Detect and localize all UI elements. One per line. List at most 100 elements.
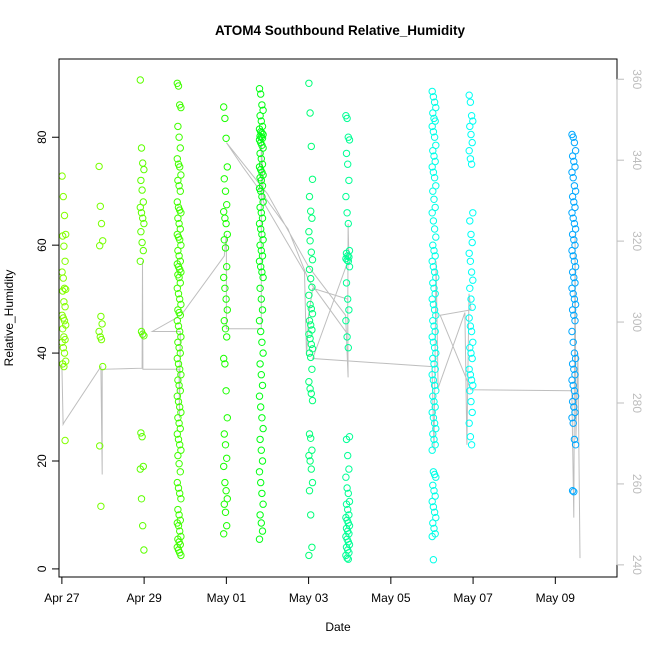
- data-point: [176, 236, 184, 244]
- data-point: [467, 230, 475, 239]
- data-point: [429, 279, 437, 287]
- data-point: [307, 248, 315, 256]
- data-point: [307, 353, 315, 362]
- data-point: [223, 333, 231, 341]
- data-point: [138, 186, 146, 194]
- data-point: [568, 397, 577, 406]
- data-point: [306, 385, 314, 393]
- data-point: [307, 321, 315, 329]
- data-point: [257, 246, 265, 255]
- y-tick-label: 80: [35, 130, 49, 144]
- data-point: [306, 300, 314, 309]
- data-point: [257, 478, 265, 487]
- data-point: [467, 112, 476, 120]
- data-point: [308, 365, 316, 373]
- data-point: [176, 225, 185, 233]
- data-point: [223, 263, 231, 271]
- data-point: [258, 527, 267, 535]
- chart-title: ATOM4 Southbound Relative_Humidity: [215, 23, 466, 38]
- data-point: [469, 209, 477, 217]
- data-point: [176, 365, 184, 373]
- data-point: [176, 441, 184, 449]
- data-point: [429, 147, 437, 155]
- data-point: [466, 122, 474, 131]
- data-point: [140, 219, 148, 228]
- data-point: [430, 435, 438, 444]
- data-point: [570, 236, 578, 244]
- data-point: [468, 138, 476, 147]
- data-point: [305, 487, 314, 495]
- data-point: [177, 171, 185, 179]
- data-point: [468, 354, 476, 363]
- data-point: [257, 90, 265, 98]
- data-point: [344, 489, 352, 498]
- data-point: [177, 300, 185, 309]
- y-tick-label: 40: [35, 346, 49, 360]
- data-point: [428, 446, 436, 454]
- data-point: [221, 284, 229, 292]
- data-point: [570, 182, 579, 190]
- data-point: [344, 219, 352, 228]
- data-point: [306, 237, 314, 245]
- data-point: [428, 408, 436, 417]
- data-point: [137, 144, 146, 152]
- data-point: [571, 147, 580, 155]
- data-point: [345, 176, 353, 185]
- data-point: [138, 433, 146, 441]
- data-point: [258, 306, 267, 314]
- data-point: [307, 511, 315, 519]
- data-point: [430, 381, 439, 390]
- data-point: [223, 454, 231, 462]
- data-point: [429, 217, 438, 225]
- data-point: [60, 211, 69, 220]
- data-point: [221, 478, 229, 487]
- data-point: [259, 349, 267, 357]
- data-point: [344, 344, 352, 352]
- data-point: [467, 268, 476, 276]
- data-point: [432, 349, 440, 357]
- data-point: [429, 109, 437, 117]
- data-point: [569, 381, 577, 390]
- data-point: [220, 273, 228, 282]
- data-point: [223, 414, 232, 422]
- x-tick-label: May 03: [289, 591, 329, 605]
- data-point: [568, 268, 577, 276]
- data-point: [570, 488, 578, 496]
- data-point: [431, 492, 439, 500]
- data-point: [466, 257, 475, 265]
- data-point: [467, 441, 476, 449]
- data-point: [571, 441, 580, 449]
- data-point: [569, 419, 577, 427]
- data-point: [255, 219, 264, 228]
- data-point: [467, 349, 475, 357]
- data-point: [571, 163, 579, 171]
- point-cluster: [342, 112, 354, 563]
- data-point: [466, 433, 475, 441]
- point-cluster: [568, 130, 580, 496]
- data-point: [97, 312, 105, 321]
- data-point: [176, 387, 185, 395]
- data-point: [569, 338, 577, 346]
- data-point: [174, 246, 182, 255]
- data-point: [431, 403, 439, 411]
- data-point: [467, 130, 475, 139]
- data-point: [255, 468, 264, 476]
- data-point: [173, 392, 182, 400]
- data-point: [466, 155, 475, 163]
- data-point: [258, 381, 267, 390]
- y-tick-label: 60: [35, 238, 49, 252]
- data-point: [257, 176, 265, 185]
- data-point: [174, 82, 183, 90]
- data-point: [429, 392, 437, 400]
- y2-tick-label: 240: [630, 555, 644, 575]
- data-point: [568, 414, 576, 422]
- data-point: [428, 371, 436, 379]
- data-point: [570, 435, 579, 444]
- data-point: [429, 317, 437, 325]
- data-point: [174, 290, 183, 298]
- data-point: [137, 495, 146, 503]
- data-point: [95, 162, 103, 171]
- data-point: [345, 306, 353, 314]
- data-point: [258, 489, 266, 498]
- data-point: [139, 198, 148, 206]
